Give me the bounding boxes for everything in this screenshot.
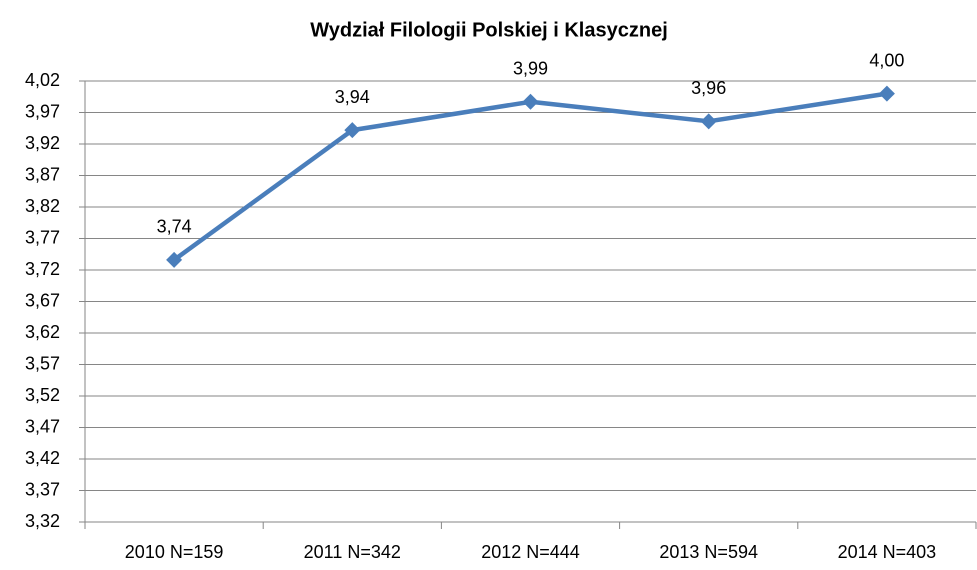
y-tick-label: 3,47: [25, 416, 60, 436]
line: [172, 91, 888, 262]
x-tick-label: 2012 N=444: [481, 542, 580, 562]
chart-title: Wydział Filologii Polskiej i Klasycznej: [310, 19, 668, 41]
y-tick-label: 3,62: [25, 322, 60, 342]
data-label: 4,00: [869, 50, 904, 70]
y-tick-label: 3,32: [25, 511, 60, 531]
y-tick-label: 3,97: [25, 101, 60, 121]
marker: [700, 113, 717, 130]
y-tick-label: 3,52: [25, 385, 60, 405]
marker: [522, 93, 539, 110]
x-tick-label: 2014 N=403: [838, 542, 937, 562]
data-label: 3,99: [513, 59, 548, 79]
x-tick-label: 2013 N=594: [659, 542, 758, 562]
y-tick-label: 3,42: [25, 448, 60, 468]
y-tick-label: 3,82: [25, 196, 60, 216]
data-label: 3,96: [691, 78, 726, 98]
marker: [344, 122, 361, 139]
marker: [166, 251, 183, 268]
marker: [878, 85, 895, 102]
y-tick-label: 3,67: [25, 290, 60, 310]
y-tick-label: 4,02: [25, 70, 60, 90]
data-label: 3,94: [335, 87, 370, 107]
y-tick-label: 3,77: [25, 227, 60, 247]
y-tick-label: 3,72: [25, 259, 60, 279]
x-tick-label: 2011 N=342: [304, 542, 401, 562]
y-tick-label: 3,57: [25, 353, 60, 373]
y-tick-label: 3,37: [25, 479, 60, 499]
y-tick-label: 3,87: [25, 164, 60, 184]
data-label: 3,74: [157, 217, 192, 237]
y-tick-label: 3,92: [25, 133, 60, 153]
x-tick-label: 2010 N=159: [125, 542, 224, 562]
